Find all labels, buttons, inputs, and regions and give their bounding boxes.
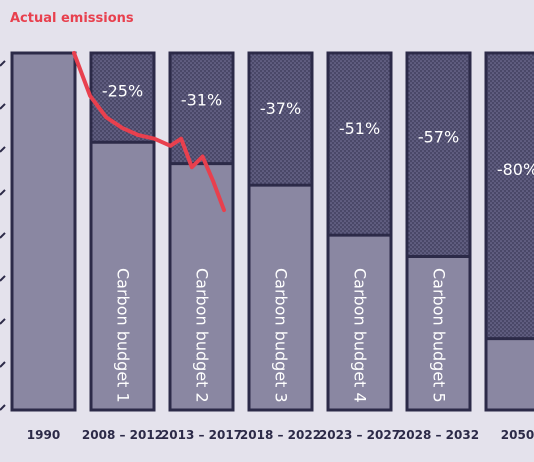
bar-label: Carbon budget 5 — [430, 268, 449, 403]
reduction-area — [249, 53, 312, 186]
bar-outline — [168, 51, 235, 412]
bar-outline — [484, 51, 534, 412]
reduction-label: -51% — [339, 119, 380, 138]
bar-label: Carbon budget 1 — [114, 268, 133, 403]
bar-label: Carbon budget 4 — [351, 268, 370, 403]
reduction-area — [170, 53, 233, 164]
y-axis-tick — [0, 60, 6, 67]
y-axis-tick — [0, 103, 6, 110]
bar-label: Carbon budget 3 — [272, 268, 291, 403]
bar — [91, 142, 154, 410]
bar-outline — [247, 51, 314, 412]
x-tick-label: 2028 – 2032 — [398, 428, 479, 442]
bar — [328, 235, 391, 410]
bar — [249, 185, 312, 410]
x-tick-label: 2018 – 2022 — [240, 428, 321, 442]
y-axis-tick — [0, 146, 6, 153]
x-tick-label: 2050 — [501, 428, 534, 442]
x-tick-label: 2013 – 2017 — [161, 428, 242, 442]
bar-group: -51% Carbon budget 4 — [326, 51, 393, 412]
bar-group: -31% Carbon budget 2 — [168, 51, 235, 412]
bar-outline — [10, 51, 77, 412]
bar-group — [10, 51, 77, 412]
bar — [12, 53, 75, 410]
bar-label: Carbon budget 2 — [193, 268, 212, 403]
reduction-area — [407, 53, 470, 257]
bar-outline — [89, 51, 156, 412]
bar-outline — [405, 51, 472, 412]
bar-group: -25% Carbon budget 1 — [89, 51, 156, 412]
y-axis-tick — [0, 404, 6, 411]
reduction-label: -80% — [497, 160, 534, 179]
bar-group: -80% — [484, 51, 534, 412]
y-axis-tick — [0, 361, 6, 368]
reduction-area — [328, 53, 391, 236]
legend-actual-emissions: Actual emissions — [10, 11, 134, 26]
reduction-label: -31% — [181, 90, 222, 109]
y-axis-tick — [0, 318, 6, 325]
bar-group: -57% Carbon budget 5 — [405, 51, 472, 412]
reduction-label: -37% — [260, 99, 301, 118]
bar-outline — [326, 51, 393, 412]
bar — [407, 256, 470, 410]
y-axis-tick — [0, 232, 6, 239]
reduction-area — [486, 53, 534, 339]
bar-group: -37% Carbon budget 3 — [247, 51, 314, 412]
reduction-label: -25% — [102, 82, 143, 101]
actual-emissions-line — [72, 51, 226, 213]
x-tick-label: 1990 — [27, 428, 60, 442]
y-axis-tick — [0, 275, 6, 282]
x-tick-label: 2008 – 2012 — [82, 428, 163, 442]
bar — [486, 338, 534, 410]
y-axis-tick — [0, 189, 6, 196]
x-tick-label: 2023 – 2027 — [319, 428, 400, 442]
reduction-label: -57% — [418, 127, 459, 146]
